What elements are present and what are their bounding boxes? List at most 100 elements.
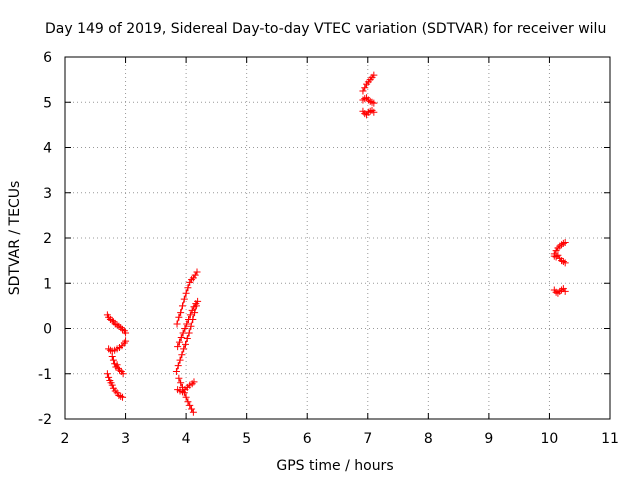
data-point — [117, 392, 125, 400]
data-point — [359, 87, 367, 95]
data-point — [561, 259, 569, 267]
data-point — [366, 107, 374, 115]
data-point — [193, 268, 201, 276]
data-point — [189, 315, 197, 323]
data-point — [188, 380, 196, 388]
data-point — [103, 370, 111, 378]
y-tick-label: 3 — [43, 186, 52, 202]
data-point — [111, 387, 119, 395]
data-point — [172, 367, 180, 375]
data-point — [120, 339, 128, 347]
data-point — [183, 320, 191, 328]
data-point — [108, 381, 116, 389]
y-axis-ticks: -2 -1 0 1 2 3 4 5 6 — [38, 50, 610, 428]
data-point — [175, 338, 183, 346]
data-point — [558, 241, 566, 249]
data-point — [115, 322, 123, 330]
series-cluster-4h-c — [172, 302, 200, 375]
data-point — [178, 383, 186, 391]
data-point — [105, 345, 113, 353]
y-tick-label: 4 — [43, 141, 52, 157]
data-point — [114, 364, 122, 372]
x-tick-label: 8 — [424, 431, 433, 447]
data-point — [111, 320, 119, 328]
data-point — [366, 97, 374, 105]
data-point — [109, 356, 117, 364]
data-point — [554, 251, 562, 259]
data-points — [103, 71, 569, 416]
data-point — [561, 239, 569, 247]
data-point — [178, 302, 186, 310]
x-tick-label: 11 — [601, 431, 619, 447]
chart-title: Day 149 of 2019, Sidereal Day-to-day VTE… — [45, 21, 606, 37]
series-cluster-3h-c — [108, 353, 127, 378]
data-point — [361, 84, 369, 92]
series-cluster-10h-b — [550, 251, 569, 267]
y-axis-label: SDTVAR / TECUs — [7, 181, 23, 296]
data-point — [108, 316, 116, 324]
data-point — [105, 373, 113, 381]
y-tick-label: 1 — [43, 276, 52, 292]
series-cluster-10h-c — [550, 285, 569, 297]
data-point — [554, 289, 562, 297]
data-point — [183, 334, 191, 342]
data-point — [194, 297, 202, 305]
x-axis-label: GPS time / hours — [276, 458, 393, 474]
y-tick-label: -2 — [38, 412, 52, 428]
series-cluster-7h-a — [359, 71, 378, 95]
data-point — [182, 340, 190, 348]
data-point — [370, 108, 378, 116]
data-point — [556, 242, 564, 250]
grid — [65, 57, 610, 419]
data-point — [113, 361, 121, 369]
data-point — [561, 287, 569, 295]
data-point — [189, 408, 197, 416]
data-point — [174, 362, 182, 370]
data-point — [368, 106, 376, 114]
data-point — [368, 98, 376, 106]
y-tick-label: 5 — [43, 95, 52, 111]
x-tick-label: 10 — [541, 431, 559, 447]
data-point — [370, 99, 378, 107]
x-tick-label: 4 — [182, 431, 191, 447]
series-cluster-3h-b — [105, 337, 130, 355]
data-point — [361, 95, 369, 103]
series-cluster-3h-d — [103, 370, 127, 401]
y-tick-label: 2 — [43, 231, 52, 247]
data-point — [180, 389, 188, 397]
data-point — [559, 239, 567, 247]
data-point — [119, 393, 127, 401]
data-point — [184, 398, 192, 406]
x-axis-ticks: 2 3 4 5 6 7 8 9 10 11 — [61, 57, 619, 447]
data-point — [190, 378, 198, 386]
data-point — [182, 393, 190, 401]
data-point — [558, 286, 566, 294]
x-tick-label: 5 — [242, 431, 251, 447]
x-tick-label: 9 — [484, 431, 493, 447]
x-tick-label: 7 — [363, 431, 372, 447]
y-tick-label: 6 — [43, 50, 52, 66]
series-cluster-4h-d — [174, 378, 198, 396]
series-cluster-10h-a — [550, 239, 569, 258]
series-cluster-3h-a — [103, 311, 130, 337]
y-tick-label: 0 — [43, 322, 52, 338]
data-point — [177, 334, 185, 342]
data-point — [185, 329, 193, 337]
data-point — [558, 257, 566, 265]
y-tick-label: -1 — [38, 367, 52, 383]
data-point — [116, 366, 123, 374]
data-point — [176, 356, 184, 364]
x-tick-label: 6 — [303, 431, 312, 447]
data-point — [191, 271, 199, 279]
data-point — [122, 329, 130, 337]
data-point — [186, 401, 194, 409]
x-tick-label: 2 — [61, 431, 70, 447]
data-point — [122, 337, 130, 345]
data-point — [174, 343, 182, 351]
data-point — [559, 258, 567, 266]
series-cluster-7h-c — [359, 106, 378, 119]
data-point — [370, 71, 378, 79]
data-point — [184, 284, 192, 292]
data-point — [181, 325, 189, 332]
data-point — [180, 295, 188, 303]
